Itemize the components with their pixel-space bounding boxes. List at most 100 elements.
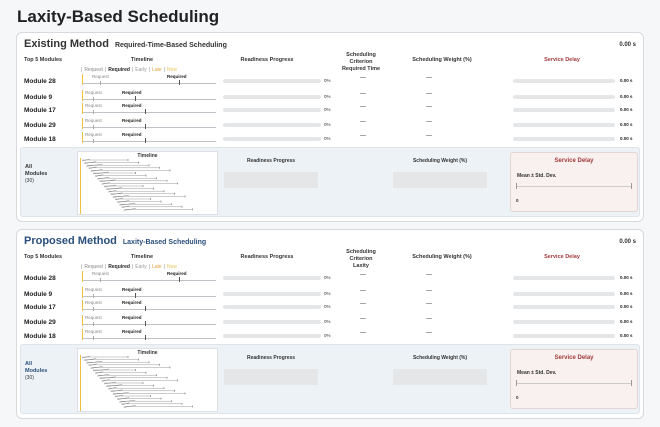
timeline-axis: [82, 296, 216, 297]
service-delay-bar: [513, 123, 615, 127]
col-scheduling-criterion: Scheduling Criterion Required Time: [337, 52, 385, 73]
module-row: Module 17 Request Required 0% — — 0.00 s: [24, 299, 638, 313]
required-tick: [145, 306, 146, 311]
all-modules-summary: All Modules (30) Timeline Readiness Progress…: [20, 147, 640, 217]
all-modules-label: All Modules (30): [25, 361, 47, 382]
required-tick: [135, 293, 136, 298]
legend-separator: |: [131, 264, 134, 270]
module-row: Module 28 Request Required 0% — — 0.00 s: [24, 73, 638, 87]
module-diagonal: [119, 400, 136, 403]
summary-timeline-title: Timeline: [137, 350, 158, 356]
legend-separator: |: [104, 67, 107, 73]
module-row: Module 9 Request Required 0% — — 0.00 s: [24, 286, 638, 300]
panel-header: Proposed Method Laxity-Based Scheduling: [24, 235, 206, 247]
col-scheduling-criterion: Scheduling Criterion Laxity: [337, 249, 385, 270]
module-timeline: Request Required: [82, 73, 216, 87]
criterion-value: Laxity: [353, 263, 369, 269]
request-label: Request: [85, 90, 102, 95]
module-diagonal: [103, 381, 117, 385]
required-label: Required: [122, 329, 142, 334]
scheduling-weight-value: —: [426, 91, 432, 97]
module-diagonal: [97, 374, 110, 377]
module-diagonal: [81, 158, 91, 162]
summary-timeline-title: Timeline: [137, 153, 158, 159]
readiness-percent: 0%: [324, 94, 331, 99]
existing-method-panel: Existing Method Required-Time-Based Sched…: [16, 32, 644, 222]
now-marker: [82, 300, 83, 311]
elapsed-timer: 0.00 s: [619, 239, 636, 245]
readiness-progress-bar: [223, 137, 321, 141]
all-modules-summary: All Modules (30) Timeline Readiness Progress…: [20, 344, 640, 414]
module-diagonal: [123, 405, 136, 408]
timeline-axis: [82, 324, 216, 325]
timeline-axis: [82, 338, 216, 339]
request-label: Request: [85, 315, 102, 320]
module-diagonal: [106, 384, 123, 387]
request-label: Request: [85, 132, 102, 137]
all-modules-label: All Modules (30): [25, 164, 47, 185]
scheduling-weight-value: —: [426, 288, 432, 294]
service-delay-value: 0.00 s: [620, 291, 633, 296]
service-delay-value: 0.00 s: [620, 136, 633, 141]
module-diagonal: [88, 363, 97, 366]
module-diagonal: [121, 402, 130, 405]
now-marker: [82, 90, 83, 101]
module-diagonal: [92, 368, 110, 372]
request-tick: [93, 294, 94, 298]
elapsed-timer: 0.00 s: [619, 42, 636, 48]
module-diagonal: [99, 376, 116, 379]
required-tick: [145, 321, 146, 326]
now-marker: [82, 103, 83, 114]
module-diagonal: [99, 179, 116, 182]
now-marker: [82, 315, 83, 326]
module-diagonal: [110, 389, 123, 392]
module-diagonal: [86, 164, 103, 167]
legend-request: Request: [84, 264, 103, 270]
request-label: Request: [85, 300, 102, 305]
summary-weight-block: Scheduling Weight (%): [393, 355, 487, 385]
axis-end-tick: [631, 183, 632, 189]
required-label: Required: [122, 103, 142, 108]
summary-delay-title: Service Delay: [554, 355, 594, 361]
required-tick: [135, 96, 136, 101]
module-timeline: Request Required: [82, 286, 216, 300]
required-label: Required: [167, 74, 187, 79]
legend-required: Required: [108, 264, 130, 270]
all-label: All: [25, 361, 33, 367]
scheduling-weight-value: —: [426, 133, 432, 139]
all-label: All: [25, 164, 33, 170]
required-label: Required: [122, 315, 142, 320]
module-name: Module 28: [24, 275, 56, 282]
service-delay-value: 0.00 s: [620, 319, 633, 324]
mean-std-label: Mean ± Std. Dev.: [517, 370, 557, 376]
required-label: Required: [122, 132, 142, 137]
module-timeline: Request Required: [82, 270, 216, 284]
module-name: Module 17: [24, 107, 56, 114]
module-row: Module 9 Request Required 0% — — 0.00 s: [24, 89, 638, 103]
service-delay-value: 0.00 s: [620, 78, 633, 83]
request-label: Request: [85, 329, 102, 334]
module-timeline: Request Required: [82, 328, 216, 342]
module-count: (30): [25, 178, 34, 184]
summary-readiness-title: Readiness Progress: [246, 355, 296, 361]
scheduling-weight-value: —: [426, 301, 432, 307]
criterion-value-cell: —: [360, 133, 366, 139]
module-timeline: Request Required: [82, 131, 216, 145]
readiness-progress-bar: [223, 334, 321, 338]
legend-separator: |: [148, 67, 150, 73]
service-delay-value: 0.00 s: [620, 122, 633, 127]
module-timeline: Request Required: [82, 89, 216, 103]
now-marker: [80, 158, 81, 214]
readiness-progress-bar: [223, 292, 321, 296]
service-delay-bar: [513, 292, 615, 296]
summary-delay-title: Service Delay: [554, 158, 594, 164]
summary-timeline-lines: [81, 355, 193, 408]
timeline-axis: [82, 280, 216, 281]
request-tick: [100, 278, 101, 282]
module-row: Module 18 Request Required 0% — — 0.00 s: [24, 328, 638, 342]
axis-start-tick: [516, 183, 517, 189]
service-delay-value: 0.00 s: [620, 333, 633, 338]
timeline-axis: [82, 112, 216, 113]
module-diagonal: [110, 192, 123, 195]
required-tick: [145, 138, 146, 143]
